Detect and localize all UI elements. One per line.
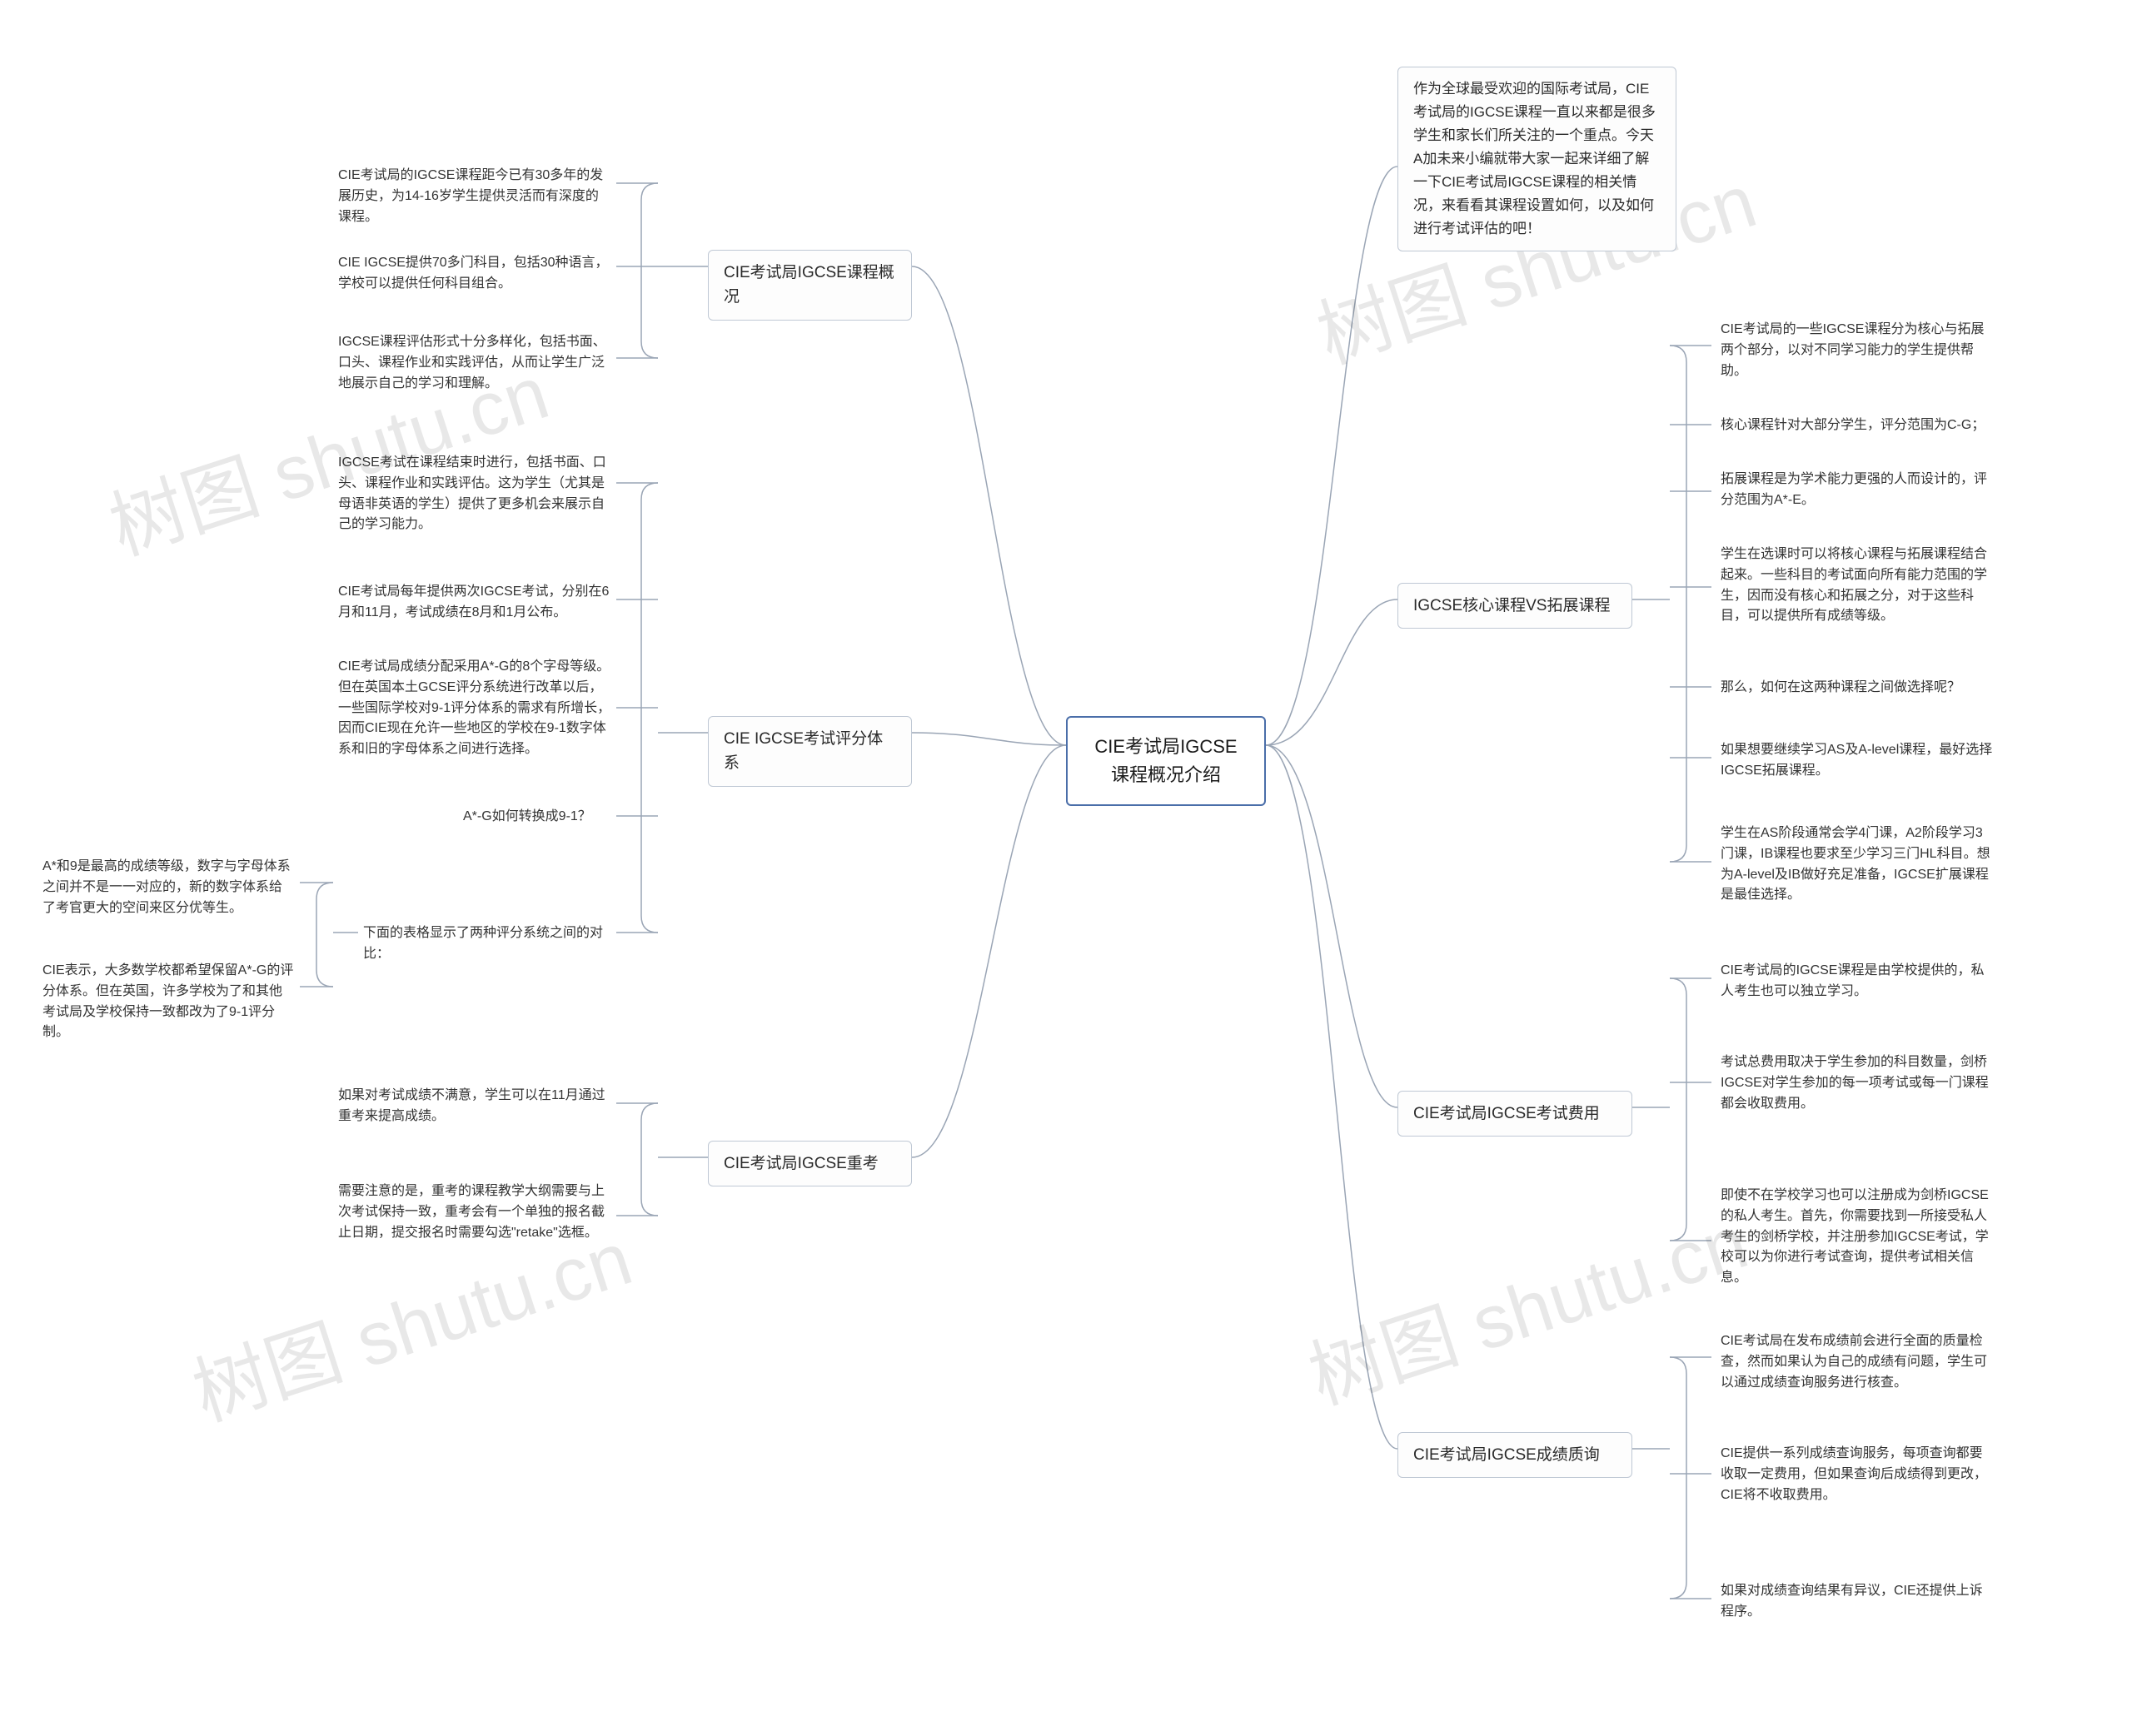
leaf-r3a: CIE考试局在发布成绩前会进行全面的质量检查，然而如果认为自己的成绩有问题，学生… <box>1716 1328 1999 1396</box>
branch-r2[interactable]: CIE考试局IGCSE考试费用 <box>1397 1091 1632 1137</box>
leaf-l3b: 需要注意的是，重考的课程教学大纲需要与上次考试保持一致，重考会有一个单独的报名截… <box>333 1178 616 1246</box>
leaf-l2a: IGCSE考试在课程结束时进行，包括书面、口头、课程作业和实践评估。这为学生（尤… <box>333 450 616 539</box>
leaf-r1c: 拓展课程是为学术能力更强的人而设计的，评分范围为A*-E。 <box>1716 466 1999 515</box>
leaf-l1a: CIE考试局的IGCSE课程距今已有30多年的发展历史，为14-16岁学生提供灵… <box>333 162 616 231</box>
branch-l2[interactable]: CIE IGCSE考试评分体系 <box>708 716 912 787</box>
leaf-r1f: 如果想要继续学习AS及A-level课程，最好选择IGCSE拓展课程。 <box>1716 737 1999 785</box>
leaf-r1g: 学生在AS阶段通常会学4门课，A2阶段学习3门课，IB课程也要求至少学习三门HL… <box>1716 820 1999 909</box>
leaf-l1b: CIE IGCSE提供70多门科目，包括30种语言，学校可以提供任何科目组合。 <box>333 250 616 298</box>
branch-r3[interactable]: CIE考试局IGCSE成绩质询 <box>1397 1432 1632 1478</box>
leaf-r2b: 考试总费用取决于学生参加的科目数量，剑桥IGCSE对学生参加的每一项考试或每一门… <box>1716 1049 1999 1117</box>
leaf-r3b: CIE提供一系列成绩查询服务，每项查询都要收取一定费用，但如果查询后成绩得到更改… <box>1716 1440 1999 1509</box>
leaf-r2a: CIE考试局的IGCSE课程是由学校提供的，私人考生也可以独立学习。 <box>1716 958 1999 1006</box>
leaf-l1c: IGCSE课程评估形式十分多样化，包括书面、口头、课程作业和实践评估，从而让学生… <box>333 329 616 397</box>
root-node[interactable]: CIE考试局IGCSE课程概况介绍 <box>1066 716 1266 806</box>
watermark: 树图 shutu.cn <box>1293 1181 1759 1425</box>
leaf-l2d: A*-G如何转换成9-1？ <box>458 803 616 831</box>
branch-l1[interactable]: CIE考试局IGCSE课程概况 <box>708 250 912 321</box>
leaf-l3a: 如果对考试成绩不满意，学生可以在11月通过重考来提高成绩。 <box>333 1082 616 1131</box>
leaf-l2c: CIE考试局成绩分配采用A*-G的8个字母等级。但在英国本土GCSE评分系统进行… <box>333 654 616 764</box>
leaf-r2c: 即使不在学校学习也可以注册成为剑桥IGCSE的私人考生。首先，你需要找到一所接受… <box>1716 1182 1999 1292</box>
branch-r0-intro[interactable]: 作为全球最受欢迎的国际考试局，CIE考试局的IGCSE课程一直以来都是很多学生和… <box>1397 67 1676 251</box>
branch-l3[interactable]: CIE考试局IGCSE重考 <box>708 1141 912 1186</box>
leaf-l2b: CIE考试局每年提供两次IGCSE考试，分别在6月和11月，考试成绩在8月和1月… <box>333 579 616 627</box>
leaf-l2e: 下面的表格显示了两种评分系统之间的对比： <box>358 920 616 968</box>
leaf-r1b: 核心课程针对大部分学生，评分范围为C-G； <box>1716 412 1999 440</box>
leaf-r1d: 学生在选课时可以将核心课程与拓展课程结合起来。一些科目的考试面向所有能力范围的学… <box>1716 541 1999 630</box>
leaf-r1e: 那么，如何在这两种课程之间做选择呢？ <box>1716 674 1999 702</box>
leaf-r1a: CIE考试局的一些IGCSE课程分为核心与拓展两个部分，以对不同学习能力的学生提… <box>1716 316 1999 385</box>
leaf-l2e1: A*和9是最高的成绩等级，数字与字母体系之间并不是一一对应的，新的数字体系给了考… <box>37 853 300 922</box>
leaf-r3c: 如果对成绩查询结果有异议，CIE还提供上诉程序。 <box>1716 1578 1999 1626</box>
branch-r1[interactable]: IGCSE核心课程VS拓展课程 <box>1397 583 1632 629</box>
leaf-l2e2: CIE表示，大多数学校都希望保留A*-G的评分体系。但在英国，许多学校为了和其他… <box>37 958 300 1047</box>
